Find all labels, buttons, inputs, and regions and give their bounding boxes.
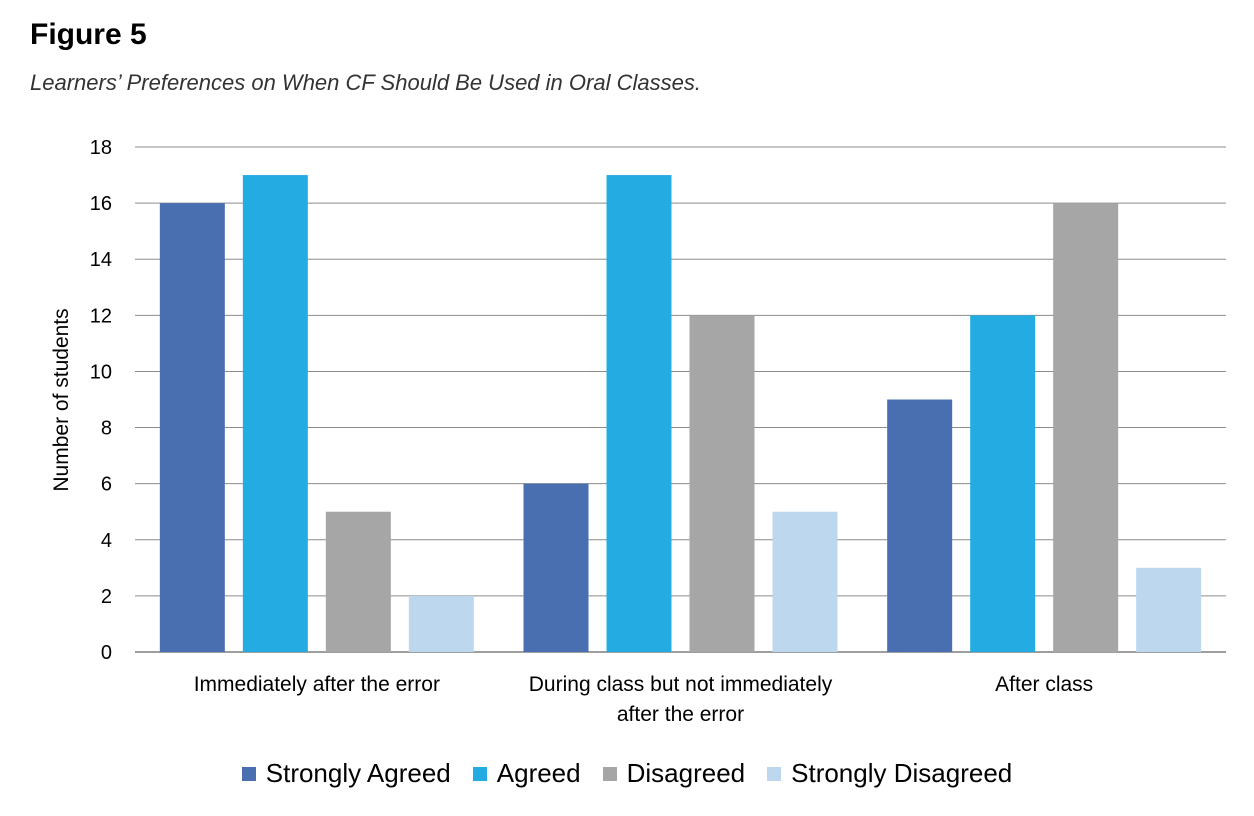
x-tick-label: Immediately after the error xyxy=(194,673,440,696)
y-tick-label: 4 xyxy=(101,530,112,552)
legend-swatch xyxy=(767,766,782,781)
legend-swatch xyxy=(241,766,256,781)
legend-item: Strongly Agreed xyxy=(241,758,451,789)
figure-caption: Learners’ Preferences on When CF Should … xyxy=(30,70,701,95)
y-tick-label: 12 xyxy=(90,305,112,327)
legend-item: Strongly Disagreed xyxy=(767,758,1012,789)
bar xyxy=(523,483,589,652)
bars xyxy=(159,175,1202,653)
bar xyxy=(159,203,225,652)
y-tick-label: 0 xyxy=(101,642,112,664)
bar xyxy=(1136,567,1202,652)
legend: Strongly Agreed Agreed Disagreed Strongly D… xyxy=(0,758,1254,789)
y-tick-label: 18 xyxy=(90,137,112,159)
y-tick-label: 2 xyxy=(101,586,112,608)
x-tick-labels: Immediately after the error During class … xyxy=(194,673,1093,726)
bar-chart: 0 2 4 6 8 10 12 14 16 18 Number of students Immed… xyxy=(50,137,1226,726)
bar xyxy=(408,595,474,652)
y-tick-label: 14 xyxy=(90,249,112,271)
bar xyxy=(1053,203,1119,652)
y-axis-label: Number of students xyxy=(50,308,73,491)
legend-label: Disagreed xyxy=(626,758,746,788)
y-tick-label: 8 xyxy=(101,418,112,440)
legend-item: Disagreed xyxy=(602,758,746,789)
bar xyxy=(689,315,755,652)
bar xyxy=(970,315,1036,652)
x-tick-label: after the error xyxy=(617,703,744,726)
y-tick-labels: 0 2 4 6 8 10 12 14 16 18 xyxy=(90,137,112,664)
legend-label: Strongly Disagreed xyxy=(791,758,1013,788)
legend-swatch xyxy=(472,766,487,781)
legend-label: Agreed xyxy=(496,758,581,788)
y-tick-label: 10 xyxy=(90,361,112,383)
legend-swatch xyxy=(602,766,617,781)
legend-label: Strongly Agreed xyxy=(265,758,451,788)
x-tick-label: After class xyxy=(995,673,1093,696)
bar xyxy=(887,399,953,652)
y-tick-label: 16 xyxy=(90,193,112,215)
y-tick-label: 6 xyxy=(101,474,112,496)
figure-label: Figure 5 xyxy=(30,18,147,51)
bar xyxy=(325,511,391,652)
bar xyxy=(772,511,838,652)
bar xyxy=(242,175,308,653)
x-tick-label: During class but not immediately xyxy=(529,673,833,696)
legend-item: Agreed xyxy=(472,758,581,789)
bar xyxy=(606,175,672,653)
gridlines xyxy=(135,146,1226,653)
